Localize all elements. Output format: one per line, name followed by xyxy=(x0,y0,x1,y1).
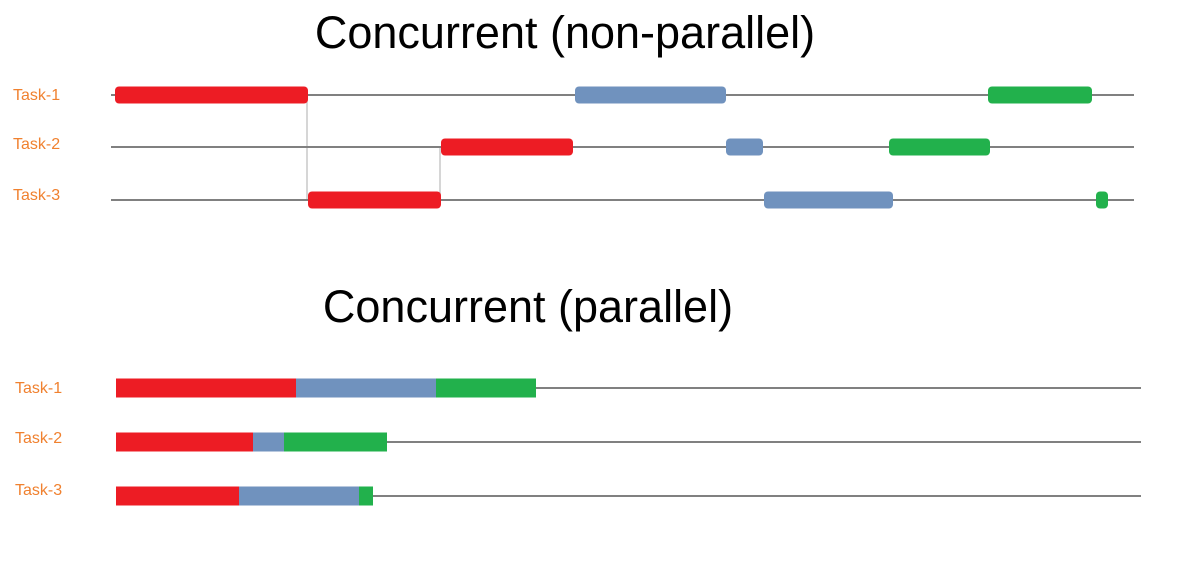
parallel-task-3-segment-red xyxy=(116,486,239,506)
non-parallel-section: Concurrent (non-parallel) Task-1 Task-2 Ta… xyxy=(13,7,1134,209)
non-parallel-task-1-segment-green xyxy=(988,86,1092,104)
non-parallel-task-1-label: Task-1 xyxy=(13,87,60,104)
parallel-task-3-segment-green xyxy=(359,486,373,506)
non-parallel-task-3-segment-red xyxy=(308,191,441,209)
parallel-section: Concurrent (parallel) Task-1 Task-2 Task-3 xyxy=(15,281,1141,506)
parallel-task-2-segment-blue xyxy=(253,432,284,452)
non-parallel-task-1-segment-red xyxy=(115,86,308,104)
parallel-task-3-segment-blue xyxy=(239,486,359,506)
non-parallel-task-3-label: Task-3 xyxy=(13,187,60,204)
parallel-task-3-label: Task-3 xyxy=(15,482,62,499)
non-parallel-task-2-segment-green xyxy=(889,138,990,156)
non-parallel-task-3-segment-green xyxy=(1096,191,1108,209)
parallel-task-1-segment-red xyxy=(116,378,296,398)
parallel-task-1-label: Task-1 xyxy=(15,380,62,397)
parallel-task-1-segment-green xyxy=(436,378,536,398)
non-parallel-task-2-segment-blue xyxy=(726,138,763,156)
non-parallel-task-1-segment-blue xyxy=(575,86,726,104)
non-parallel-task-3-segment-blue xyxy=(764,191,893,209)
parallel-task-2-segment-red xyxy=(116,432,253,452)
non-parallel-title: Concurrent (non-parallel) xyxy=(315,7,815,58)
non-parallel-task-2-segment-red xyxy=(441,138,573,156)
non-parallel-task-2-label: Task-2 xyxy=(13,136,60,153)
parallel-title: Concurrent (parallel) xyxy=(323,281,733,332)
parallel-task-2-segment-green xyxy=(284,432,387,452)
parallel-task-1-segment-blue xyxy=(296,378,436,398)
parallel-task-2-label: Task-2 xyxy=(15,430,62,447)
